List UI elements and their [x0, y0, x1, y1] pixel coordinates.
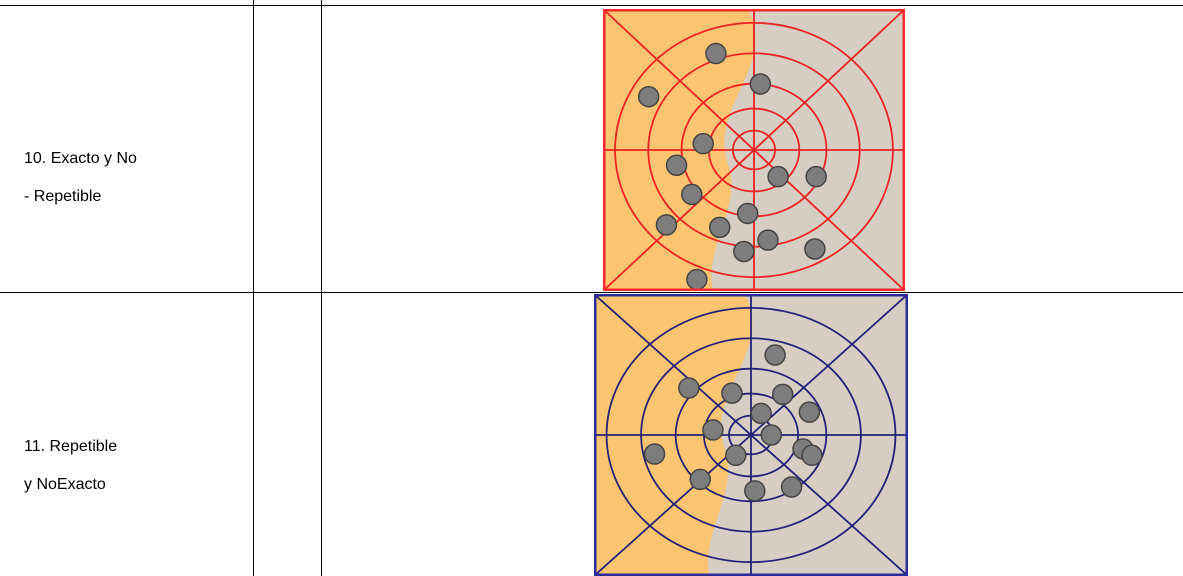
target-frame — [594, 294, 908, 576]
row-label-line: - Repetible — [24, 188, 102, 205]
shot-dot — [692, 132, 714, 155]
target-diagonal — [595, 295, 907, 575]
shot-dot — [708, 216, 731, 239]
shot-dot — [681, 183, 703, 206]
shot-dot — [750, 402, 772, 425]
target-frame — [603, 9, 905, 291]
shot-dot — [689, 468, 711, 491]
target-diagram-exacto-no-repetible — [603, 9, 905, 291]
shot-dot — [764, 344, 786, 366]
shot-dot — [643, 443, 666, 465]
row-label-line: 11. Repetible — [24, 438, 118, 455]
row-label-line: 10. Exacto y No — [24, 150, 137, 167]
shot-dot — [705, 42, 727, 65]
shot-dot — [637, 85, 660, 108]
shot-dot — [805, 165, 827, 188]
shot-dot — [804, 238, 826, 260]
row-label-repetible-no-exacto: 11. Repetible y NoExacto — [24, 418, 117, 513]
shot-dot — [798, 401, 821, 423]
shot-dot — [771, 383, 794, 406]
shot-dot — [665, 154, 688, 176]
shot-dot — [721, 382, 743, 404]
shot-dot — [655, 214, 678, 236]
shot-dot — [686, 268, 708, 290]
shot-dot — [678, 377, 700, 399]
target-body — [604, 10, 904, 290]
shot-dot — [733, 240, 755, 263]
row-label-exacto-no-repetible: 10. Exacto y No - Repetible — [24, 130, 137, 225]
target-body — [595, 295, 907, 575]
table-border-top — [0, 5, 1183, 6]
table-border-row-divider — [0, 292, 1183, 293]
shot-dot — [767, 165, 789, 188]
table-border-mid-col — [321, 0, 322, 576]
shot-dot — [780, 476, 803, 498]
shot-dot — [702, 419, 724, 441]
shot-dot — [725, 444, 747, 467]
shot-dot — [801, 444, 823, 467]
shot-dot — [744, 480, 766, 502]
target-diagonal — [604, 10, 904, 290]
table-border-left-col — [253, 0, 254, 576]
shot-dot — [760, 424, 783, 446]
shot-dot — [736, 202, 759, 225]
row-label-line: y NoExacto — [24, 476, 106, 493]
target-diagram-repetible-no-exacto — [594, 294, 908, 576]
shot-dot — [749, 73, 772, 95]
shot-dot — [757, 229, 779, 251]
